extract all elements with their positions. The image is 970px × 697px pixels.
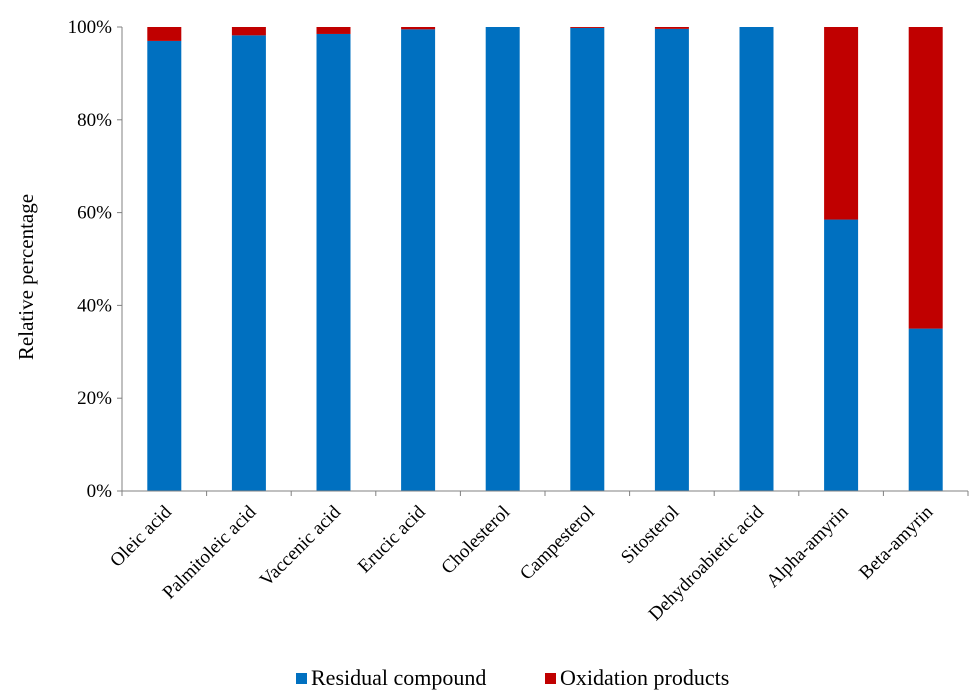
bar-residual-6 [654, 28, 689, 492]
legend: Residual compound Oxidation products [296, 665, 729, 690]
bar-oxidation-3 [401, 27, 436, 30]
bar-residual-0 [147, 40, 182, 492]
y-tick-label: 40% [77, 295, 112, 316]
x-tick-label: Cholesterol [437, 502, 514, 579]
y-tick-layer: 0% 20% 40% 60% 80% 100% [68, 17, 122, 502]
x-tick-label: Sitosterol [617, 502, 683, 568]
y-tick-label: 20% [77, 388, 112, 409]
legend-label-residual: Residual compound [311, 665, 486, 690]
y-tick-label: 0% [87, 481, 113, 502]
bar-residual-3 [401, 29, 436, 491]
bar-residual-9 [908, 328, 943, 491]
bar-oxidation-8 [824, 27, 859, 220]
legend-swatch-oxidation [545, 673, 556, 684]
y-axis-title: Relative percentage [14, 194, 38, 360]
bar-residual-5 [570, 27, 605, 492]
bar-residual-8 [824, 219, 859, 491]
x-tick-label: Erucic acid [354, 501, 430, 577]
y-tick-label: 60% [77, 203, 112, 224]
x-tick-label: Beta-amyrin [855, 501, 937, 583]
bar-oxidation-0 [147, 27, 182, 41]
y-tick-label: 100% [68, 17, 113, 38]
bar-residual-2 [316, 33, 351, 492]
x-tick-label: Vaccenic acid [256, 501, 345, 590]
legend-label-oxidation: Oxidation products [560, 665, 729, 690]
x-tick-label: Oleic acid [106, 501, 176, 571]
x-tick-label: Campesterol [516, 502, 599, 585]
bar-oxidation-2 [316, 27, 351, 34]
bar-oxidation-1 [231, 27, 266, 36]
bar-residual-4 [485, 27, 520, 491]
legend-swatch-residual [296, 673, 307, 684]
bar-oxidation-9 [908, 27, 943, 329]
y-tick-label: 80% [77, 110, 112, 131]
bar-residual-7 [739, 27, 774, 491]
bar-oxidation-6 [654, 27, 689, 29]
x-tick-label: Alpha-amyrin [762, 501, 853, 592]
bars-layer [147, 27, 943, 492]
bar-residual-1 [231, 35, 266, 491]
bar-oxidation-5 [570, 27, 605, 28]
